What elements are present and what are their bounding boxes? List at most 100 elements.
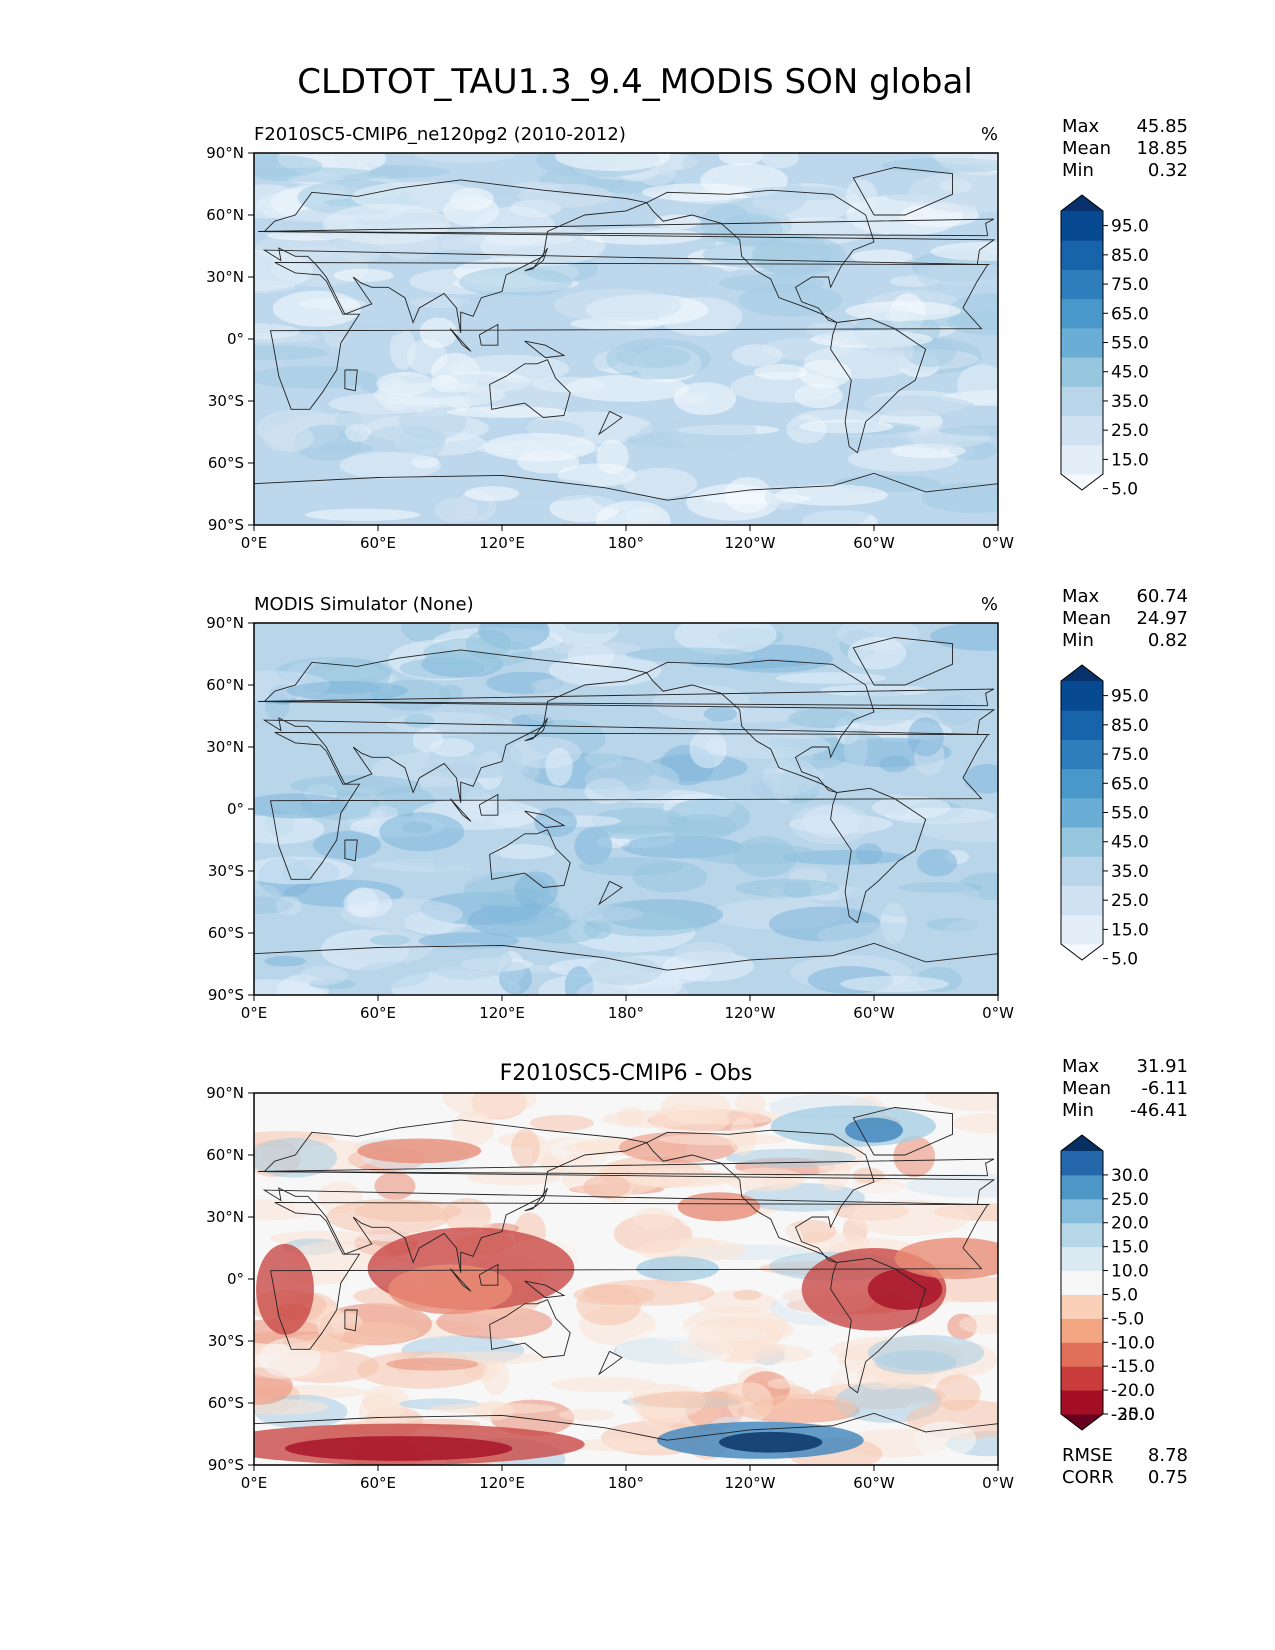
lon-tick-label: 60°W [853,1474,895,1492]
lon-tick-label: 60°W [853,1004,895,1022]
lon-tick-label: 0°W [982,534,1014,552]
lat-tick-label: 90°S [208,986,244,1004]
lat-tick-label: 90°N [206,614,244,632]
lat-tick-label: 90°N [206,144,244,162]
colorbar-tick-label: -15.0 [1111,1357,1155,1377]
coastlines [254,167,998,525]
colorbar-level [1061,768,1103,799]
stat-value: 60.74 [1136,586,1188,607]
colorbar-tick-label: 25.0 [1111,891,1149,911]
lon-tick-label: 0°W [982,1474,1014,1492]
colorbar-tick-label: 35.0 [1111,862,1149,882]
colorbar-tick-label: 15.0 [1111,1238,1149,1258]
colorbar-level [1061,797,1103,828]
colorbar-tick-label: 10.0 [1111,1262,1149,1282]
colorbar-level [1061,298,1103,329]
colorbar-level [1061,914,1103,945]
colorbar-extend-high [1061,665,1103,681]
lat-tick-label: 30°S [208,1332,244,1350]
lon-tick-label: 60°E [360,1474,396,1492]
panel-title: MODIS Simulator (None) [254,594,474,615]
colorbar-tick-label: -5.0 [1111,1309,1144,1329]
colorbar-extend-high [1061,1135,1103,1151]
colorbar-level [1061,856,1103,887]
stat-label: Mean [1062,138,1111,159]
colorbar-tick-label: 25.0 [1111,1190,1149,1210]
lat-tick-label: 90°S [208,1456,244,1474]
stat-value: 31.91 [1136,1056,1188,1077]
colorbar-level [1061,1390,1103,1415]
lon-tick-label: 120°E [479,1004,525,1022]
colorbar-tick-label: 65.0 [1111,304,1149,324]
colorbar-extend-high [1061,195,1103,211]
lat-tick-label: 60°N [206,1146,244,1164]
lat-tick-label: 30°S [208,392,244,410]
figure-title: CLDTOT_TAU1.3_9.4_MODIS SON global [297,62,973,102]
stat-value: 0.82 [1148,630,1188,651]
colorbar-tick-label: -30.0 [1111,1405,1155,1425]
colorbar-level [1061,885,1103,916]
colorbar-level [1061,211,1103,241]
stat-value: 18.85 [1136,138,1188,159]
colorbar-level [1061,269,1103,300]
map-panel-2: 90°N 60°N 30°N 0° 30°S 60°S 90°S0°E 60°E 120°E 18… [206,586,1188,1022]
stat-value: 24.97 [1136,608,1188,629]
lon-tick-label: 0°W [982,1004,1014,1022]
lon-tick-label: 120°W [725,1474,776,1492]
colorbar-level [1061,415,1103,446]
stat-label: Max [1062,586,1100,607]
colorbar-tick-label: 25.0 [1111,421,1149,441]
lon-tick-label: 180° [608,1474,644,1492]
colorbar-tick-label: 5.0 [1111,950,1138,970]
metric-label: CORR [1062,1467,1114,1488]
metric-value: 8.78 [1148,1445,1188,1466]
colorbar: 95.0 85.0 75.0 65.0 55.0 45.0 35.0 25.0 15.0 5.0 [1060,194,1149,500]
colorbar-level [1061,1222,1103,1248]
colorbar-level [1061,357,1103,387]
panel-title: F2010SC5-CMIP6 - Obs [500,1061,753,1086]
colorbar-level [1061,1270,1103,1295]
map-panel-1: 90°N 60°N 30°N 0° 30°S 60°S 90°S0°E 60°E 120°E 18… [206,116,1188,552]
colorbar-extend-low [1061,1414,1103,1430]
colorbar-level [1061,1342,1103,1367]
metric-label: RMSE [1062,1445,1113,1466]
map-panel-3: 90°N 60°N 30°N 0° 30°S 60°S 90°S0°E 60°E 120°E 18… [206,1056,1188,1492]
stat-value: 0.32 [1148,160,1188,181]
colorbar-tick-label: -20.0 [1111,1381,1155,1401]
colorbar-extend-low [1061,944,1103,960]
metric-value: 0.75 [1148,1467,1188,1488]
lat-tick-label: 30°N [206,268,244,286]
units-label: % [981,124,998,145]
stat-label: Mean [1062,608,1111,629]
lat-tick-label: 60°S [208,924,244,942]
stat-label: Max [1062,116,1100,137]
colorbar-tick-label: 95.0 [1111,687,1149,707]
stat-label: Min [1062,1100,1094,1121]
lat-tick-label: 60°N [206,206,244,224]
colorbar-tick-label: 75.0 [1111,745,1149,765]
colorbar-tick-label: 15.0 [1111,450,1149,470]
colorbar: 30.0 25.0 20.0 15.0 10.0 5.0 -5.0 -10.0 -15.0 -20… [1060,1134,1155,1431]
colorbar-tick-label: 85.0 [1111,246,1149,266]
lon-tick-label: 60°E [360,534,396,552]
lat-tick-label: 0° [227,800,244,818]
colorbar-level [1061,681,1103,711]
colorbar-tick-label: 35.0 [1111,392,1149,412]
lon-tick-label: 0°E [241,1004,268,1022]
colorbar-tick-label: 45.0 [1111,363,1149,383]
colorbar-level [1061,1174,1103,1200]
colorbar-level [1061,1318,1103,1343]
colorbar-tick-label: 5.0 [1111,480,1138,500]
lat-tick-label: 60°N [206,676,244,694]
colorbar-level [1061,444,1103,475]
colorbar-tick-label: 85.0 [1111,716,1149,736]
lat-tick-label: 90°S [208,516,244,534]
colorbar-level [1061,386,1103,417]
colorbar-level [1061,1366,1103,1391]
lat-tick-label: 60°S [208,454,244,472]
stat-value: -46.41 [1130,1100,1188,1121]
lon-tick-label: 120°W [725,534,776,552]
colorbar-tick-label: 95.0 [1111,217,1149,237]
coastlines [254,637,998,995]
